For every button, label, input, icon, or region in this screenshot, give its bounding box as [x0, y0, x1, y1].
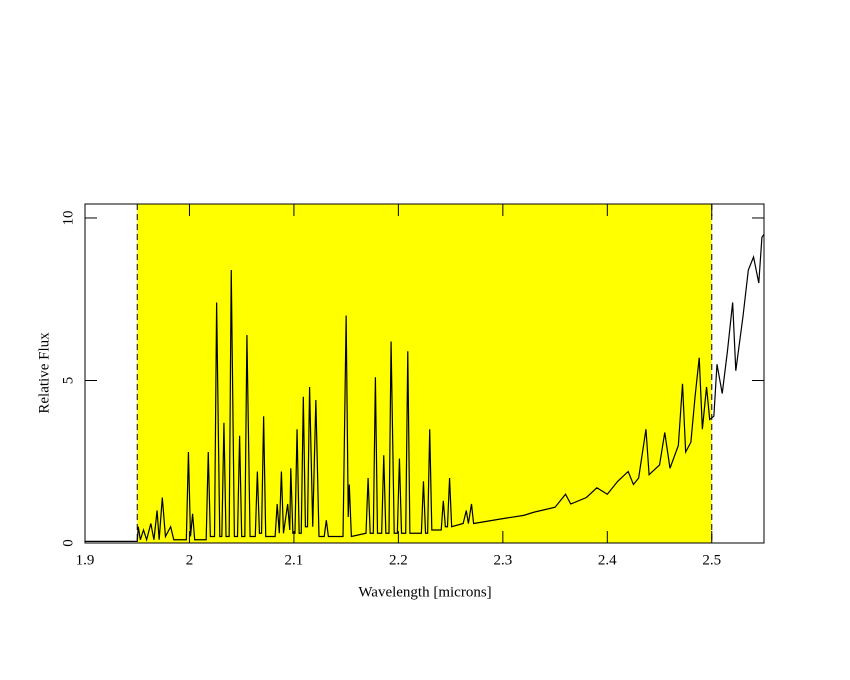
- x-tick-label: 1.9: [76, 552, 95, 568]
- spectrum-line: [85, 233, 765, 542]
- x-axis-label: Wavelength [microns]: [358, 584, 491, 600]
- x-tick-label: 2: [186, 552, 194, 568]
- y-axis-label: Relative Flux: [36, 332, 52, 414]
- x-tick-label: 2.4: [598, 552, 617, 568]
- x-tick-label: 2.3: [493, 552, 512, 568]
- x-tick-label: 2.1: [285, 552, 304, 568]
- y-tick-label: 0: [60, 539, 76, 547]
- shaded-region: [137, 204, 712, 543]
- plot-frame: [84, 203, 765, 544]
- x-tick-label: 2.5: [702, 552, 721, 568]
- y-tick-label: 5: [60, 377, 76, 385]
- y-tick-label: 10: [60, 210, 76, 225]
- x-tick-label: 2.2: [389, 552, 408, 568]
